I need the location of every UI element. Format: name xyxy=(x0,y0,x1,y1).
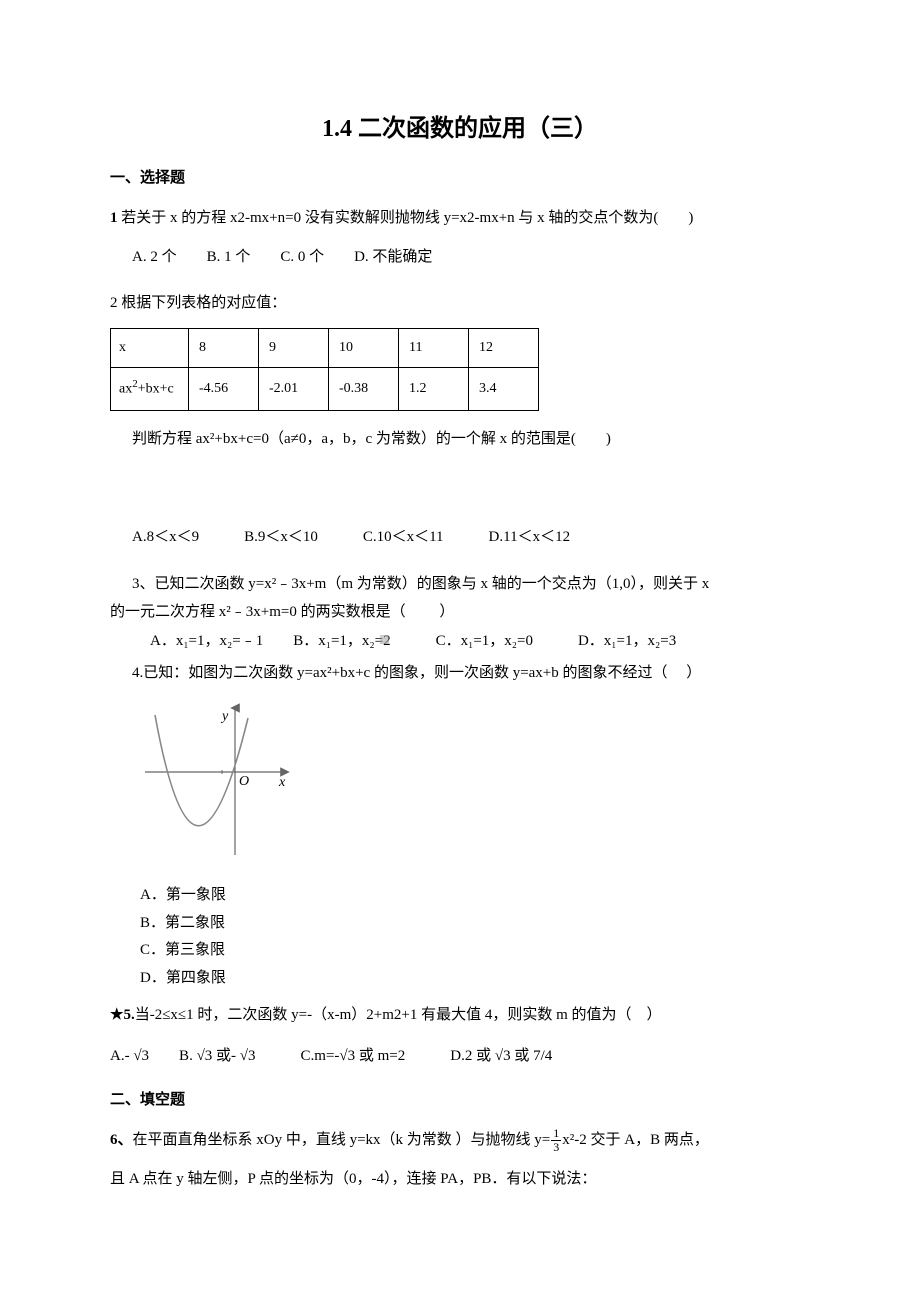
q5-body: 当-2≤x≤1 时，二次函数 y=-（x-m）2+m2+1 有最大值 4，则实数… xyxy=(135,1007,662,1023)
table-cell: 11 xyxy=(399,328,469,368)
table-row: x 8 9 10 11 12 xyxy=(111,328,539,368)
watermark-dot xyxy=(380,635,389,644)
q6-line1: 6、在平面直角坐标系 xOy 中，直线 y=kx（k 为常数 ）与抛物线 y=1… xyxy=(110,1126,810,1155)
table-cell: 12 xyxy=(469,328,539,368)
q5-text: ★5.当-2≤x≤1 时，二次函数 y=-（x-m）2+m2+1 有最大值 4，… xyxy=(110,1001,810,1030)
q1-number: 1 xyxy=(110,210,121,226)
table-cell: 9 xyxy=(259,328,329,368)
q2-table: x 8 9 10 11 12 ax2+bx+c -4.56 -2.01 -0.3… xyxy=(110,328,539,411)
table-cell: x xyxy=(111,328,189,368)
q2-intro: 2 根据下列表格的对应值： xyxy=(110,289,810,318)
table-cell: -0.38 xyxy=(329,368,399,410)
q4-options: A．第一象限 B．第二象限 C．第三象限 D．第四象限 xyxy=(140,883,810,991)
q4-optC: C．第三象限 xyxy=(140,938,810,964)
q2-options: A.8＜x＜9 B.9＜x＜10 C.10＜x＜11 D.11＜x＜12 xyxy=(132,523,810,552)
q6-part1a: 在平面直角坐标系 xOy 中，直线 y=kx（k 为常数 ）与抛物线 y= xyxy=(133,1132,551,1148)
q4-optA: A．第一象限 xyxy=(140,883,810,909)
q1-options: A. 2 个 B. 1 个 C. 0 个 D. 不能确定 xyxy=(132,243,810,272)
question-4: 4.已知：如图为二次函数 y=ax²+bx+c 的图象，则一次函数 y=ax+b… xyxy=(110,659,810,991)
page-title: 1.4 二次函数的应用（三） xyxy=(110,110,810,148)
section-1-header: 一、选择题 xyxy=(110,166,810,190)
q5-options: A.- √3 B. √3 或- √3 C.m=-√3 或 m=2 D.2 或 √… xyxy=(110,1042,810,1071)
svg-text:y: y xyxy=(220,709,229,724)
question-1: 1 若关于 x 的方程 x2-mx+n=0 没有实数解则抛物线 y=x2-mx+… xyxy=(110,204,810,271)
q3-options: A．x₁=1，x₂=﹣1 B．x₁=1，x₂=2 C．x₁=1，x₂=0 D．x… xyxy=(150,627,810,656)
fraction-icon: 13 xyxy=(551,1127,561,1154)
section-2-header: 二、填空题 xyxy=(110,1088,810,1112)
question-5: ★5.当-2≤x≤1 时，二次函数 y=-（x-m）2+m2+1 有最大值 4，… xyxy=(110,1001,810,1070)
table-row: ax2+bx+c -4.56 -2.01 -0.38 1.2 3.4 xyxy=(111,368,539,410)
table-cell: 3.4 xyxy=(469,368,539,410)
q6-line2: 且 A 点在 y 轴左侧，P 点的坐标为（0，-4），连接 PA，PB．有以下说… xyxy=(110,1165,810,1194)
svg-text:x: x xyxy=(278,775,286,790)
table-cell: 1.2 xyxy=(399,368,469,410)
q2-judge: 判断方程 ax²+bx+c=0（a≠0，a，b，c 为常数）的一个解 x 的范围… xyxy=(132,425,810,454)
question-2: 2 根据下列表格的对应值： x 8 9 10 11 12 ax2+bx+c -4… xyxy=(110,289,810,551)
q3-line1: 3、已知二次函数 y=x²﹣3x+m（m 为常数）的图象与 x 轴的一个交点为（… xyxy=(132,570,810,599)
parabola-graph-icon: y x O xyxy=(140,700,295,865)
q4-optD: D．第四象限 xyxy=(140,966,810,992)
table-cell: -2.01 xyxy=(259,368,329,410)
question-3: 3、已知二次函数 y=x²﹣3x+m（m 为常数）的图象与 x 轴的一个交点为（… xyxy=(110,570,810,656)
table-cell: -4.56 xyxy=(189,368,259,410)
q1-text: 若关于 x 的方程 x2-mx+n=0 没有实数解则抛物线 y=x2-mx+n … xyxy=(121,210,693,226)
q3-line2: 的一元二次方程 x²﹣3x+m=0 的两实数根是（ ） xyxy=(110,598,810,627)
table-cell: 8 xyxy=(189,328,259,368)
q6-part1b: x²-2 交于 A，B 两点， xyxy=(562,1132,709,1148)
svg-text:O: O xyxy=(239,774,249,789)
question-6: 6、在平面直角坐标系 xOy 中，直线 y=kx（k 为常数 ）与抛物线 y=1… xyxy=(110,1126,810,1193)
q4-graph: y x O xyxy=(140,700,810,876)
table-cell: 10 xyxy=(329,328,399,368)
table-cell: ax2+bx+c xyxy=(111,368,189,410)
q4-text: 4.已知：如图为二次函数 y=ax²+bx+c 的图象，则一次函数 y=ax+b… xyxy=(132,659,810,688)
q4-optB: B．第二象限 xyxy=(140,911,810,937)
